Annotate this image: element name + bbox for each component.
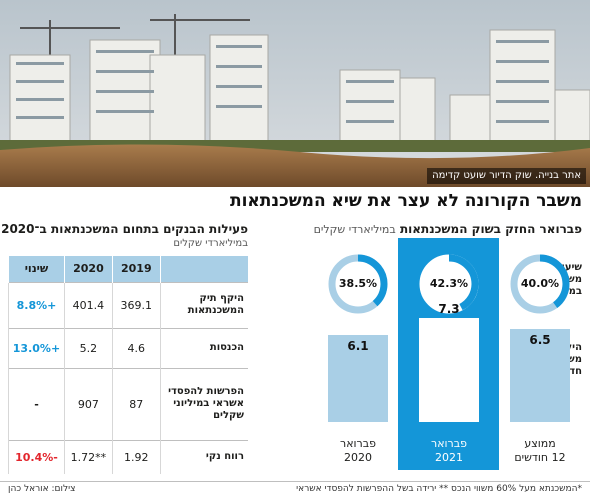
photo-caption: אתר בנייה. שוק הדיור שועט קדימה bbox=[427, 168, 586, 184]
change-value: -10.4% bbox=[8, 439, 65, 474]
value-2020: 401.4 bbox=[63, 281, 113, 328]
rate-value-label: 42.3% bbox=[429, 277, 469, 290]
bank-activity-table: 2019 2020 שינוי היקף תיק המשכנתאות 369.1… bbox=[8, 256, 248, 474]
volume-bar bbox=[510, 329, 570, 422]
table-header-row: 2019 2020 שינוי bbox=[8, 256, 248, 282]
category-label-line: 2020 bbox=[344, 451, 372, 464]
header-2019: 2019 bbox=[111, 256, 161, 282]
category-label: פברואר 2021 bbox=[404, 437, 494, 465]
category-label-line: פברואר bbox=[431, 437, 467, 450]
table-row: הכנסות 4.6 5.2 +13.0% bbox=[8, 327, 248, 368]
header-change: שינוי bbox=[8, 256, 65, 282]
change-value: - bbox=[8, 367, 65, 440]
header-label bbox=[159, 256, 248, 282]
value-2020: **1.72 bbox=[63, 439, 113, 474]
table-row: היקף תיק המשכנתאות 369.1 401.4 +8.8% bbox=[8, 281, 248, 328]
rate-donut-svg bbox=[419, 254, 479, 314]
donut-arc bbox=[510, 254, 570, 314]
value-2020: 5.2 bbox=[63, 327, 113, 368]
donut-arc bbox=[328, 254, 388, 314]
chart-title: פברואר החזק בשוק המשכנתאות במיליארדי שקל… bbox=[314, 222, 582, 236]
volume-value-label: 7.3 bbox=[438, 302, 460, 316]
construction-site-image bbox=[0, 0, 590, 187]
rate-donut bbox=[417, 252, 481, 316]
row-label: הפרשות להפסדי אשראי במיליוני שקלים bbox=[159, 367, 248, 440]
volume-bar bbox=[328, 335, 388, 422]
category-label-line: ממוצע bbox=[524, 437, 556, 450]
rate-value-label: 40.0% bbox=[520, 277, 560, 290]
photo-credit: צילום: אוראל כהן bbox=[8, 484, 76, 494]
value-2019: 369.1 bbox=[111, 281, 161, 328]
volume-value-label: 6.5 bbox=[529, 333, 551, 347]
chart-unit: במיליארדי שקלים bbox=[313, 223, 396, 236]
category-label: פברואר 2020 bbox=[313, 437, 403, 465]
footnote: *המשכנתא מעל 60% משווי הנכס ** ירידה בשל… bbox=[296, 484, 582, 494]
category-label-line: פברואר bbox=[340, 437, 376, 450]
change-value: +8.8% bbox=[8, 281, 65, 328]
header-2020: 2020 bbox=[63, 256, 113, 282]
category-label: ממוצע 12 חודשים bbox=[495, 437, 585, 465]
table-row: רווח נקי 1.92 **1.72 -10.4% bbox=[8, 439, 248, 474]
value-2019: 1.92 bbox=[111, 439, 161, 474]
rate-donut bbox=[508, 252, 572, 316]
footer-rule bbox=[0, 481, 590, 482]
chart-title-text: פברואר החזק בשוק המשכנתאות bbox=[399, 222, 582, 236]
value-2020: 907 bbox=[63, 367, 113, 440]
donut-arc bbox=[419, 254, 479, 314]
rate-donut bbox=[326, 252, 390, 316]
table-title: פעילות הבנקים בתחום המשכנתאות ב־2020 bbox=[1, 222, 248, 236]
change-value: +13.0% bbox=[8, 327, 65, 368]
construction-photo: אתר בנייה. שוק הדיור שועט קדימה bbox=[0, 0, 590, 187]
row-label: הכנסות bbox=[159, 327, 248, 368]
value-2019: 4.6 bbox=[111, 327, 161, 368]
rate-donut-svg bbox=[328, 254, 388, 314]
row-label: היקף תיק המשכנתאות bbox=[159, 281, 248, 328]
table-row: הפרשות להפסדי אשראי במיליוני שקלים 87 90… bbox=[8, 367, 248, 440]
table-subtitle: במיליארדי שקלים bbox=[173, 238, 248, 249]
rate-value-label: 38.5% bbox=[338, 277, 378, 290]
category-label-line: 2021 bbox=[435, 451, 463, 464]
category-label-line: 12 חודשים bbox=[514, 451, 566, 464]
row-label: רווח נקי bbox=[159, 439, 248, 474]
volume-value-label: 6.1 bbox=[347, 339, 369, 353]
headline: משבר הקורונה לא עצר את שיא המשכנתאות bbox=[229, 191, 582, 211]
value-2019: 87 bbox=[111, 367, 161, 440]
rate-donut-svg bbox=[510, 254, 570, 314]
volume-bar bbox=[419, 318, 479, 422]
